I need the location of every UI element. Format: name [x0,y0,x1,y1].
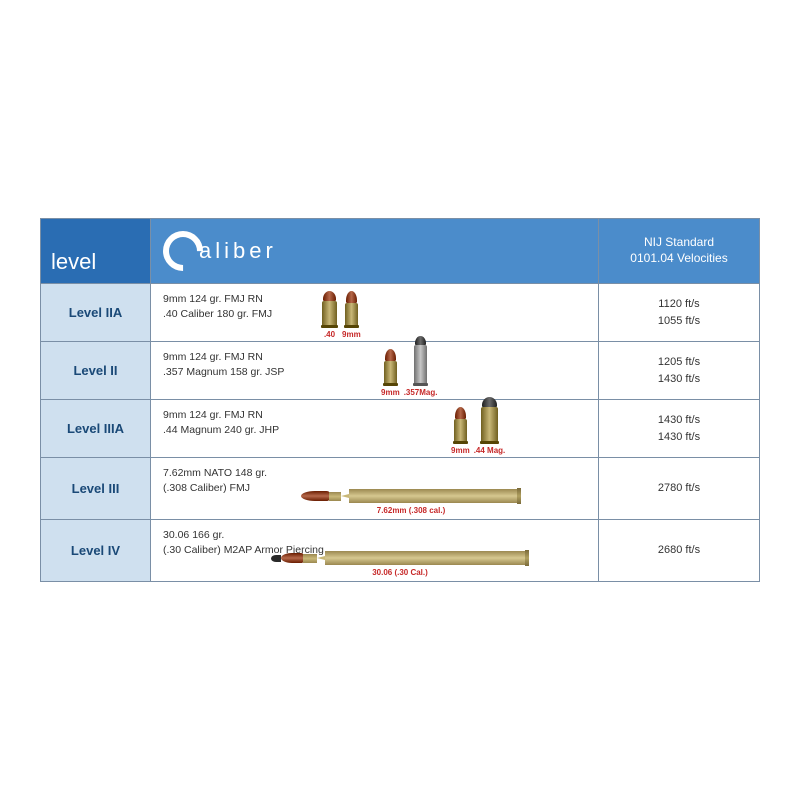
rifle-cartridge-icon: 7.62mm (.308 cal.) [301,488,521,517]
velocity-value: 1205 ft/s [658,354,700,371]
velocity-cell: 2780 ft/s [599,458,759,519]
velocity-cell: 1205 ft/s1430 ft/s [599,342,759,399]
rifle-cartridge-icon: 30.06 (.30 Cal.) [271,550,529,579]
table-row: Level IIA9mm 124 gr. FMJ RN.40 Caliber 1… [41,283,759,341]
bullet-label: 9mm [451,445,470,457]
caliber-cell: 9mm 124 gr. FMJ RN.357 Magnum 158 gr. JS… [151,342,599,399]
level-cell: Level IV [41,520,151,581]
bullet-label: 9mm [381,387,400,399]
bullet-icon: .357Mag. [404,336,438,399]
velocity-value: 2680 ft/s [658,542,700,559]
header-velocity: NIJ Standard 0101.04 Velocities [599,219,759,283]
velocity-header-line1: NIJ Standard [644,235,714,251]
bullet-label: .44 Mag. [474,445,506,457]
caliber-c-icon [155,223,212,280]
velocity-cell: 2680 ft/s [599,520,759,581]
bullet-icon: 9mm [451,407,470,457]
bullet-label: .357Mag. [404,387,438,399]
level-cell: Level II [41,342,151,399]
velocity-value: 1430 ft/s [658,371,700,388]
caliber-line2: .44 Magnum 240 gr. JHP [163,423,598,438]
bullet-icon: .40 [321,291,338,341]
table-row: Level III7.62mm NATO 148 gr.(.308 Calibe… [41,457,759,519]
rows-container: Level IIA9mm 124 gr. FMJ RN.40 Caliber 1… [41,283,759,581]
velocity-cell: 1430 ft/s1430 ft/s [599,400,759,457]
caliber-cell: 9mm 124 gr. FMJ RN.40 Caliber 180 gr. FM… [151,284,599,341]
velocity-value: 1055 ft/s [658,313,700,330]
bullet-label: 9mm [342,329,361,341]
caliber-line1: 7.62mm NATO 148 gr. [163,466,598,481]
rifle-label: 7.62mm (.308 cal.) [377,505,445,517]
bullet-icon: 9mm [381,349,400,399]
level-cell: Level III [41,458,151,519]
bullet-group: 9mm .44 Mag. [451,397,505,457]
caliber-line1: 9mm 124 gr. FMJ RN [163,292,598,307]
velocity-value: 1430 ft/s [658,429,700,446]
caliber-line1: 9mm 124 gr. FMJ RN [163,408,598,423]
caliber-logo: aliber [163,231,277,271]
header-level: level [41,219,151,283]
rifle-label: 30.06 (.30 Cal.) [372,567,428,579]
caliber-cell: 9mm 124 gr. FMJ RN.44 Magnum 240 gr. JHP… [151,400,599,457]
level-cell: Level IIA [41,284,151,341]
caliber-line2: .40 Caliber 180 gr. FMJ [163,307,598,322]
header-caliber: aliber [151,219,599,283]
bullet-label: .40 [324,329,335,341]
bullet-group: 9mm .357Mag. [381,336,437,399]
table-row: Level IV30.06 166 gr.(.30 Caliber) M2AP … [41,519,759,581]
caliber-text: aliber [199,238,277,264]
table-row: Level IIIA9mm 124 gr. FMJ RN.44 Magnum 2… [41,399,759,457]
velocity-value: 2780 ft/s [658,480,700,497]
velocity-header-line2: 0101.04 Velocities [630,251,727,267]
velocity-cell: 1120 ft/s1055 ft/s [599,284,759,341]
caliber-cell: 30.06 166 gr.(.30 Caliber) M2AP Armor Pi… [151,520,599,581]
caliber-line1: 30.06 166 gr. [163,528,598,543]
table-row: Level II9mm 124 gr. FMJ RN.357 Magnum 15… [41,341,759,399]
bullet-group: .40 9mm [321,291,361,341]
bullet-icon: .44 Mag. [474,397,506,457]
header-row: level aliber NIJ Standard 0101.04 Veloci… [41,219,759,283]
level-cell: Level IIIA [41,400,151,457]
ballistic-chart: level aliber NIJ Standard 0101.04 Veloci… [40,218,760,582]
bullet-icon: 9mm [342,291,361,341]
velocity-value: 1120 ft/s [658,296,699,313]
caliber-cell: 7.62mm NATO 148 gr.(.308 Caliber) FMJ7.6… [151,458,599,519]
velocity-value: 1430 ft/s [658,412,700,429]
